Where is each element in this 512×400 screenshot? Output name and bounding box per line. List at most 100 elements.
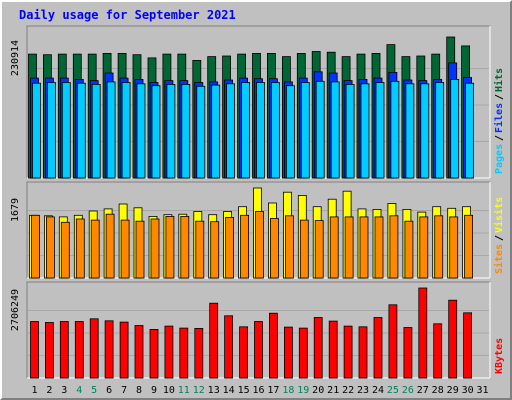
x-tick-label-day-7: 7 <box>121 385 127 396</box>
bar-sites-day-9 <box>150 218 160 279</box>
bar-sites-day-12 <box>195 220 205 279</box>
bar-kbytes-day-4 <box>74 321 84 379</box>
bar-pages-day-20 <box>315 80 325 179</box>
bar-pages-day-6 <box>106 81 116 179</box>
bar-kbytes-day-22 <box>343 325 353 379</box>
bar-pages-day-19 <box>300 82 310 179</box>
bar-kbytes-day-11 <box>179 327 189 379</box>
series-label-separator: / <box>494 135 505 141</box>
bar-sites-day-20 <box>314 220 324 279</box>
bar-kbytes-day-25 <box>388 304 398 379</box>
bar-sites-day-2 <box>46 216 55 279</box>
bar-pages-day-25 <box>390 80 400 179</box>
bar-kbytes-day-26 <box>403 327 413 379</box>
x-tick-label-day-29: 29 <box>447 385 459 396</box>
bar-sites-day-17 <box>269 218 279 279</box>
x-tick-label-day-21: 21 <box>327 385 339 396</box>
x-tick-label-day-13: 13 <box>208 385 220 396</box>
bar-pages-day-30 <box>465 82 475 179</box>
x-tick-label-day-10: 10 <box>163 385 175 396</box>
bar-sites-day-23 <box>359 216 369 279</box>
bar-sites-day-28 <box>434 215 444 279</box>
x-tick-label-day-3: 3 <box>61 385 67 396</box>
bar-kbytes-day-7 <box>119 321 129 379</box>
bar-kbytes-day-9 <box>149 328 159 379</box>
x-tick-label-day-17: 17 <box>267 385 279 396</box>
bar-sites-day-10 <box>165 215 175 279</box>
bar-kbytes-day-28 <box>433 323 443 379</box>
bar-sites-day-5 <box>90 219 100 279</box>
x-tick-label-day-23: 23 <box>357 385 369 396</box>
x-tick-label-day-22: 22 <box>342 385 354 396</box>
x-tick-label-day-27: 27 <box>417 385 429 396</box>
x-tick-label-day-2: 2 <box>46 385 52 396</box>
bar-kbytes-day-14 <box>224 315 234 379</box>
bar-sites-day-13 <box>210 221 220 279</box>
bar-kbytes-day-21 <box>328 320 338 379</box>
bar-kbytes-day-23 <box>358 326 368 379</box>
x-tick-label-day-28: 28 <box>432 385 444 396</box>
bar-kbytes-day-6 <box>104 320 114 379</box>
bar-kbytes-day-19 <box>298 327 308 379</box>
series-label-separator: / <box>494 94 505 100</box>
bar-pages-day-10 <box>166 84 176 179</box>
bar-pages-day-12 <box>196 85 206 179</box>
x-tick-label-day-31: 31 <box>476 385 488 396</box>
series-label-files: Files <box>493 103 505 133</box>
bar-sites-day-3 <box>60 221 70 279</box>
series-label-kbytes: KBytes <box>494 338 505 374</box>
bar-kbytes-day-29 <box>448 299 458 379</box>
bar-kbytes-day-16 <box>254 321 263 379</box>
bar-pages-day-11 <box>181 84 191 179</box>
bar-kbytes-day-17 <box>268 312 278 379</box>
bar-sites-day-8 <box>135 220 145 279</box>
bar-sites-day-25 <box>389 215 399 279</box>
y-max-label-visits: 1679 <box>10 198 21 222</box>
x-tick-label-day-8: 8 <box>136 385 142 396</box>
bar-sites-day-24 <box>374 216 384 279</box>
bar-sites-day-1 <box>31 214 40 279</box>
bar-pages-day-4 <box>76 82 86 179</box>
bar-pages-day-29 <box>450 79 460 179</box>
series-label-hits: Hits <box>493 68 505 92</box>
bar-sites-day-18 <box>284 215 294 279</box>
series-label-separator: / <box>494 235 505 241</box>
bar-pages-day-9 <box>151 85 161 179</box>
bar-sites-day-7 <box>120 219 130 279</box>
bar-kbytes-day-1 <box>30 321 39 379</box>
bar-pages-day-21 <box>330 81 340 179</box>
bar-kbytes-day-2 <box>45 322 54 379</box>
bar-pages-day-26 <box>405 83 415 179</box>
bar-pages-day-8 <box>136 83 146 179</box>
bar-pages-day-27 <box>420 83 430 179</box>
bar-sites-day-21 <box>329 216 339 279</box>
bar-pages-day-17 <box>270 82 280 179</box>
series-label-pages: Pages <box>494 144 505 174</box>
bar-sites-day-11 <box>180 215 190 279</box>
bar-sites-day-15 <box>240 214 250 279</box>
bar-kbytes-day-5 <box>89 318 99 379</box>
bar-sites-day-29 <box>449 216 459 279</box>
bar-pages-day-14 <box>226 83 236 179</box>
series-label-visits: Visits <box>493 197 505 233</box>
x-tick-label-day-25: 25 <box>387 385 399 396</box>
bar-pages-day-1 <box>32 82 41 179</box>
bar-pages-day-3 <box>61 82 71 179</box>
bar-sites-day-14 <box>225 216 235 279</box>
x-tick-label-day-15: 15 <box>238 385 250 396</box>
x-tick-label-day-1: 1 <box>31 385 37 396</box>
bar-pages-day-7 <box>121 82 131 179</box>
bar-kbytes-day-8 <box>134 325 144 379</box>
bar-kbytes-day-18 <box>283 326 293 379</box>
x-tick-label-day-30: 30 <box>462 385 474 396</box>
bar-kbytes-day-10 <box>164 325 174 379</box>
y-max-label-kbytes: 2706249 <box>10 289 21 331</box>
bar-pages-day-5 <box>91 84 101 179</box>
x-tick-label-day-26: 26 <box>402 385 414 396</box>
bar-sites-day-16 <box>255 211 264 279</box>
bar-sites-day-19 <box>299 219 309 279</box>
bar-kbytes-day-3 <box>59 321 69 379</box>
bar-kbytes-day-30 <box>463 312 473 379</box>
bar-kbytes-day-20 <box>313 317 323 379</box>
bar-pages-day-13 <box>211 84 221 179</box>
